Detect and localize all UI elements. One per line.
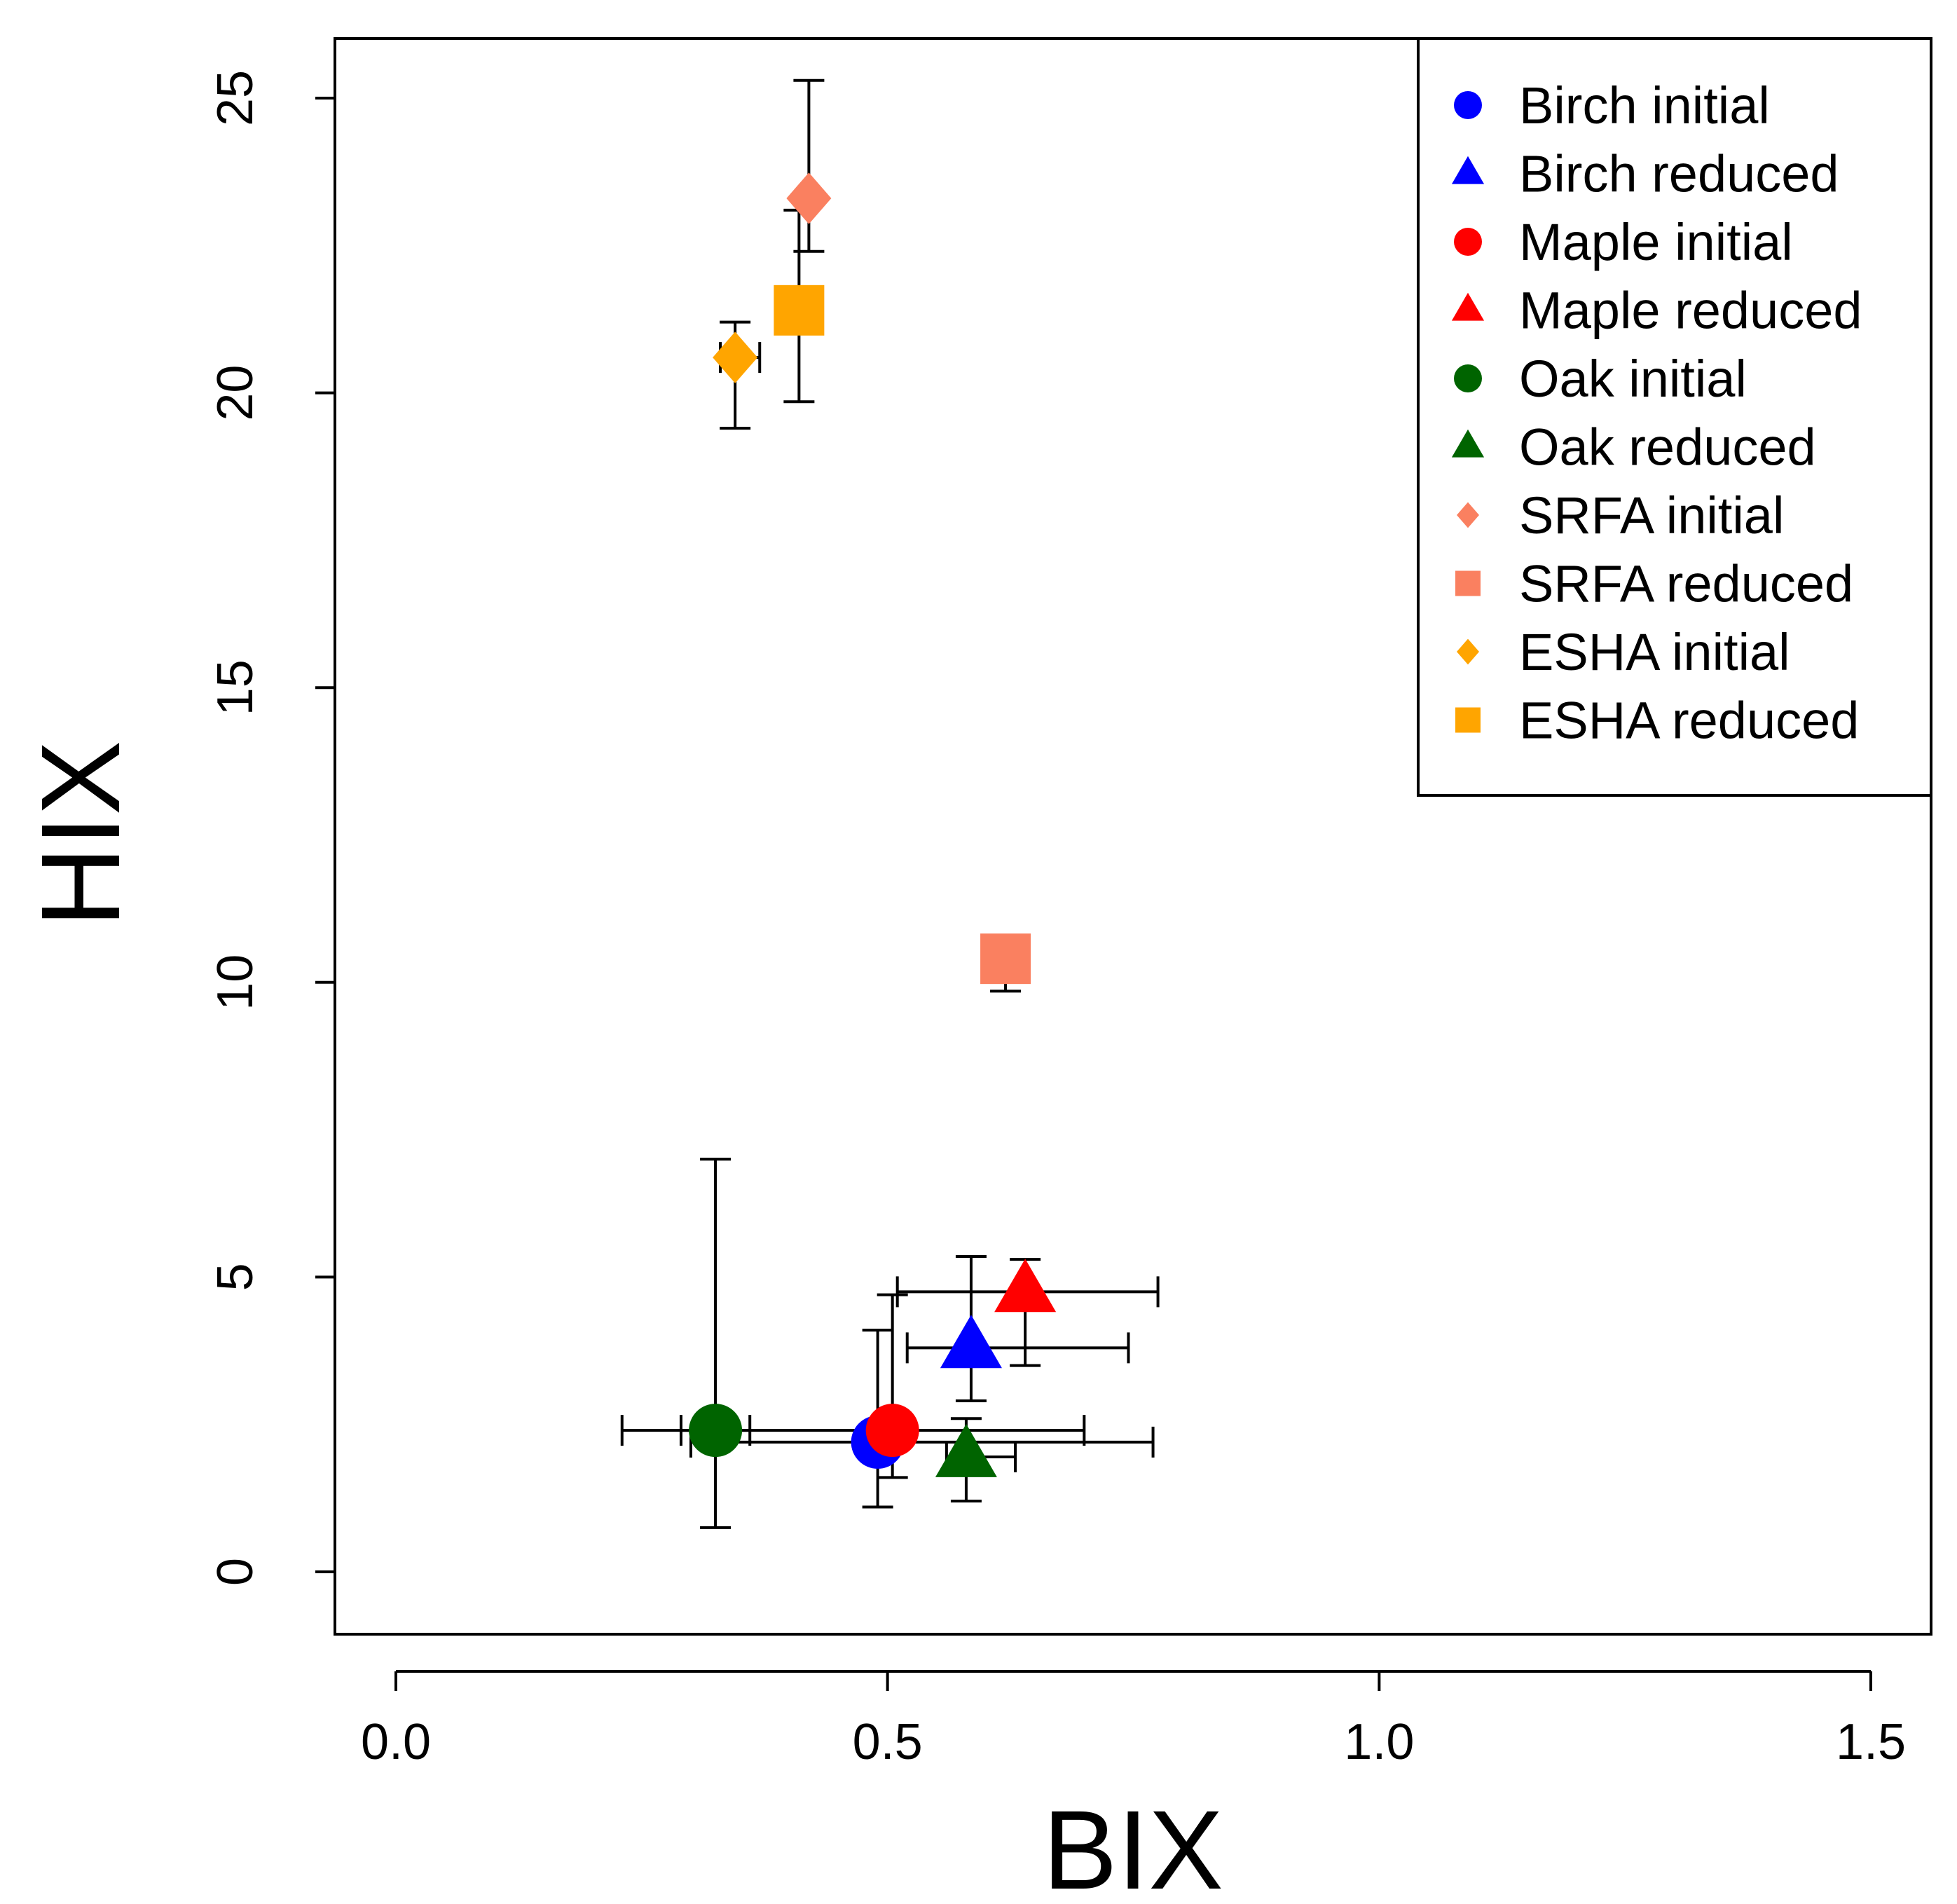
- y-axis: 0 5 10 15 20 25: [207, 70, 336, 1586]
- point-maple-reduced: [994, 1259, 1057, 1313]
- legend-label-oak-initial: Oak initial: [1519, 350, 1747, 408]
- legend-label-birch-initial: Birch initial: [1519, 76, 1770, 135]
- y-tick-label: 15: [207, 659, 263, 715]
- x-tick-label: 1.0: [1344, 1714, 1414, 1770]
- error-bars: [620, 78, 1160, 1529]
- x-tick-label: 0.5: [853, 1714, 923, 1770]
- point-esha-reduced: [774, 285, 825, 336]
- point-srfa-initial: [786, 172, 832, 224]
- legend-label-srfa-initial: SRFA initial: [1519, 486, 1784, 545]
- legend-marker-birch-reduced: [1451, 156, 1485, 184]
- legend-label-maple-reduced: Maple reduced: [1519, 282, 1862, 340]
- legend-label-srfa-reduced: SRFA reduced: [1519, 555, 1853, 613]
- point-birch-reduced: [940, 1315, 1002, 1369]
- point-oak-reduced: [935, 1423, 997, 1477]
- legend-label-esha-initial: ESHA initial: [1519, 623, 1790, 681]
- legend-label-maple-initial: Maple initial: [1519, 213, 1793, 271]
- point-maple-initial: [865, 1404, 919, 1458]
- legend-marker-oak-reduced: [1451, 429, 1485, 458]
- legend-marker-srfa-initial: [1457, 502, 1479, 528]
- x-tick-label: 0.0: [361, 1714, 431, 1770]
- x-axis: 0.0 0.5 1.0 1.5: [361, 1670, 1906, 1770]
- legend-marker-srfa-reduced: [1455, 570, 1481, 596]
- y-axis-title: HIX: [18, 741, 143, 928]
- legend-marker-esha-reduced: [1455, 707, 1481, 733]
- x-tick-label: 1.5: [1836, 1714, 1906, 1770]
- legend: Birch initial Birch reduced Maple initial M…: [1417, 37, 1932, 797]
- point-oak-initial: [689, 1404, 743, 1458]
- legend-label-oak-reduced: Oak reduced: [1519, 418, 1816, 477]
- point-esha-initial: [713, 331, 758, 383]
- legend-marker-birch-initial: [1454, 91, 1482, 119]
- x-axis-title: BIX: [1043, 1787, 1223, 1904]
- legend-marker-esha-initial: [1457, 638, 1479, 665]
- data-points: [689, 172, 1057, 1477]
- point-srfa-reduced: [980, 933, 1031, 985]
- legend-label-esha-reduced: ESHA reduced: [1519, 692, 1859, 750]
- y-tick-label: 5: [207, 1263, 263, 1291]
- legend-marker-oak-initial: [1454, 364, 1482, 392]
- legend-marker-maple-reduced: [1451, 292, 1485, 321]
- y-tick-label: 20: [207, 365, 263, 421]
- legend-box: [1417, 37, 1932, 797]
- y-tick-label: 25: [207, 70, 263, 126]
- y-tick-label: 10: [207, 954, 263, 1011]
- legend-label-birch-reduced: Birch reduced: [1519, 145, 1839, 203]
- y-tick-label: 0: [207, 1558, 263, 1586]
- legend-marker-maple-initial: [1454, 228, 1482, 256]
